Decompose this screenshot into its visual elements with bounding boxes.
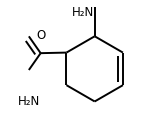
Text: H₂N: H₂N xyxy=(72,6,94,19)
Text: H₂N: H₂N xyxy=(18,95,41,108)
Text: O: O xyxy=(36,29,45,42)
